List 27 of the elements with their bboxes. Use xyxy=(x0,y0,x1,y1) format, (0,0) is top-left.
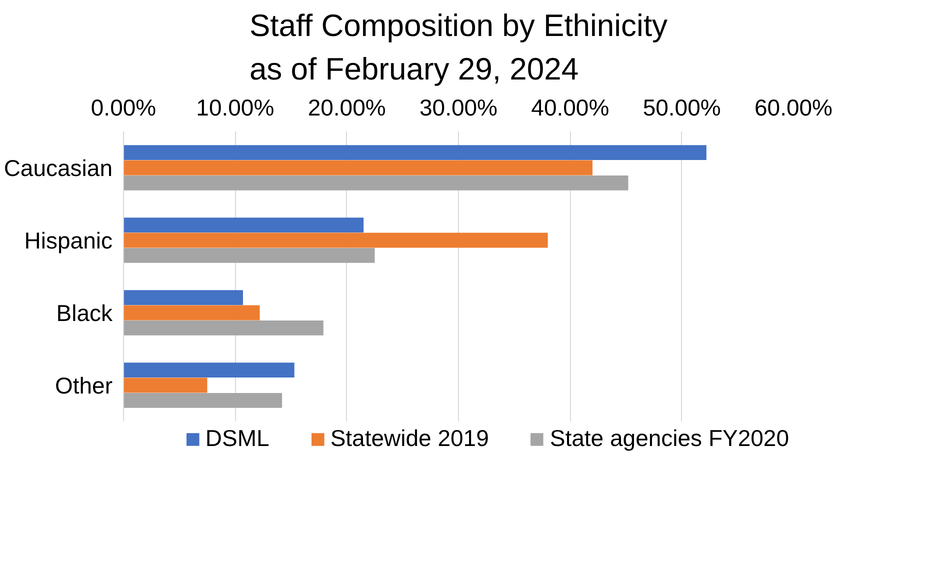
chart-title: Staff Composition by Ethinicity as of February 29, 2024 xyxy=(249,8,668,86)
bar xyxy=(124,378,208,393)
bar xyxy=(124,145,706,160)
y-tick-label: Hispanic xyxy=(24,227,113,254)
x-tick-label: 0.00% xyxy=(90,94,156,120)
bar xyxy=(124,305,260,320)
x-tick-label: 10.00% xyxy=(196,94,274,120)
x-tick-label: 40.00% xyxy=(531,94,610,120)
legend-label: DSML xyxy=(205,425,270,452)
x-tick-label: 50.00% xyxy=(642,94,721,120)
y-tick-label: Caucasian xyxy=(4,154,113,181)
legend-label: Statewide 2019 xyxy=(330,425,489,452)
legend-label: State agencies FY2020 xyxy=(550,425,789,452)
bar xyxy=(124,362,294,378)
x-tick-label: 60.00% xyxy=(754,94,833,120)
bar xyxy=(124,290,243,305)
y-tick-label: Black xyxy=(56,300,113,326)
bar xyxy=(124,320,324,336)
bar xyxy=(124,232,548,248)
bar xyxy=(124,176,628,190)
y-tick-label: Other xyxy=(54,372,113,398)
x-tick-label: 20.00% xyxy=(308,94,386,120)
bar xyxy=(124,218,364,232)
x-tick-label: 30.00% xyxy=(419,94,498,120)
bar xyxy=(124,160,592,176)
bar xyxy=(124,393,282,408)
bar xyxy=(124,248,375,263)
